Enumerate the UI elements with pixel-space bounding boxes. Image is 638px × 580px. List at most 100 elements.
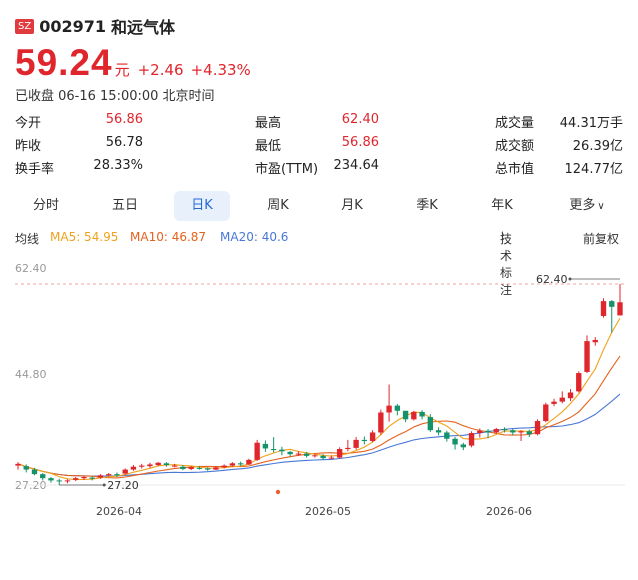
candle bbox=[526, 429, 532, 438]
candle bbox=[229, 462, 236, 467]
candle-body bbox=[386, 405, 392, 413]
candle-body bbox=[64, 480, 71, 482]
candle bbox=[609, 299, 615, 333]
candle-body bbox=[81, 477, 87, 479]
candle-body bbox=[510, 430, 516, 433]
candle bbox=[122, 468, 128, 475]
tab-quarterly-k[interactable]: 季K bbox=[416, 198, 438, 213]
candle-body bbox=[551, 401, 557, 404]
candle-body bbox=[460, 444, 466, 448]
pen-icon: ⌇ bbox=[500, 230, 506, 243]
stat-market-cap: 总市值 124.77亿 bbox=[495, 162, 623, 177]
candle-body bbox=[114, 474, 120, 476]
candle-body bbox=[427, 417, 434, 431]
tab-five-day[interactable]: 五日 bbox=[111, 198, 138, 213]
candle-body bbox=[204, 468, 211, 470]
candle bbox=[106, 473, 112, 477]
candle bbox=[213, 466, 219, 471]
tab-daily-k[interactable]: 日K bbox=[174, 191, 230, 221]
candle bbox=[353, 437, 359, 450]
tab-monthly-k[interactable]: 月K bbox=[341, 198, 363, 213]
candle-body bbox=[336, 449, 343, 458]
candle bbox=[81, 475, 87, 480]
candle-body bbox=[122, 469, 128, 474]
candle bbox=[204, 467, 211, 471]
y-tick-label: 62.40 bbox=[15, 262, 47, 275]
candle-body bbox=[106, 474, 112, 476]
stat-high: 最高 62.40 bbox=[255, 112, 379, 131]
candle-body bbox=[139, 465, 145, 467]
candle bbox=[56, 478, 62, 485]
tab-yearly-k[interactable]: 年K bbox=[491, 198, 513, 213]
candle-body bbox=[270, 449, 277, 451]
candle-body bbox=[353, 439, 359, 448]
candle-body bbox=[147, 464, 153, 467]
candle bbox=[279, 446, 285, 456]
tab-intraday[interactable]: 分时 bbox=[32, 198, 59, 213]
candle bbox=[73, 477, 79, 482]
candle bbox=[435, 427, 442, 436]
candle-body bbox=[477, 430, 483, 434]
chevron-down-icon: ∨ bbox=[597, 201, 605, 212]
candle-body bbox=[320, 455, 326, 459]
candle bbox=[369, 430, 376, 443]
price-unit: 元 bbox=[114, 61, 130, 79]
candle bbox=[147, 462, 153, 468]
tab-weekly-k[interactable]: 周K bbox=[267, 198, 289, 213]
candle bbox=[361, 436, 368, 445]
adjust-toggle[interactable]: 前复权 bbox=[583, 232, 620, 246]
candle bbox=[196, 466, 203, 470]
candle bbox=[394, 403, 401, 416]
candle bbox=[48, 477, 54, 483]
candle-body bbox=[254, 442, 260, 460]
candle-body bbox=[89, 477, 95, 479]
ma5-value: MA5: 54.95 bbox=[50, 230, 119, 244]
candle bbox=[320, 454, 326, 460]
candle-body bbox=[188, 467, 194, 470]
candle bbox=[501, 427, 508, 433]
candle-body bbox=[312, 455, 318, 457]
candle-body bbox=[328, 457, 335, 459]
stat-open: 今开 56.86 bbox=[15, 112, 143, 131]
price-row: 59.24 元 +2.46 +4.33% bbox=[15, 42, 258, 84]
candle-body bbox=[361, 439, 368, 442]
candle-body bbox=[237, 463, 244, 465]
candle bbox=[336, 447, 343, 459]
candle bbox=[584, 335, 590, 374]
candle-body bbox=[303, 453, 310, 456]
stock-code: 002971 bbox=[39, 16, 106, 36]
candle-body bbox=[221, 465, 227, 468]
kline-chart[interactable]: 62.40 27.20 bbox=[0, 250, 638, 500]
candle bbox=[543, 402, 549, 423]
candle bbox=[180, 465, 186, 471]
candle-body bbox=[600, 301, 607, 316]
candle-body bbox=[584, 341, 590, 372]
candle-body bbox=[48, 478, 54, 481]
candle-body bbox=[213, 467, 219, 470]
candle bbox=[576, 371, 582, 393]
candle-body bbox=[609, 301, 615, 307]
candle bbox=[567, 389, 574, 402]
candle bbox=[40, 473, 46, 481]
event-marker-dot bbox=[275, 489, 281, 495]
candle-body bbox=[526, 431, 532, 435]
candle bbox=[89, 476, 95, 481]
candle bbox=[510, 428, 516, 436]
candle bbox=[452, 437, 458, 450]
candle-body bbox=[592, 339, 598, 343]
candle bbox=[551, 398, 557, 407]
tab-more[interactable]: 更多 ∨ bbox=[569, 198, 605, 213]
candle bbox=[15, 462, 21, 470]
ma20-value: MA20: 40.6 bbox=[220, 230, 289, 244]
period-tabs: 分时 五日 日K 周K 月K 季K 年K 更多 ∨ bbox=[0, 191, 638, 221]
candle bbox=[139, 463, 145, 469]
candle bbox=[188, 466, 194, 471]
candle-body bbox=[576, 373, 582, 392]
candle-body bbox=[419, 411, 425, 417]
candle bbox=[237, 461, 244, 467]
ma-title: 均线 bbox=[15, 232, 40, 246]
candle bbox=[312, 453, 318, 458]
ma5-line bbox=[17, 318, 621, 481]
candle bbox=[559, 391, 565, 404]
max-pointer-dot bbox=[568, 277, 572, 281]
